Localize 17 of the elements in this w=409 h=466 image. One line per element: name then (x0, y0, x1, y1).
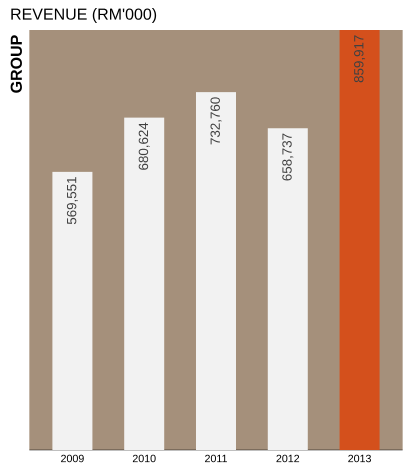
data-label: 680,624 (138, 122, 150, 170)
data-label: 732,760 (210, 97, 222, 144)
data-label: 859,917 (354, 35, 366, 82)
chart-title: REVENUE (RM'000) (11, 8, 156, 23)
bar (268, 128, 308, 450)
x-tick-label: 2013 (348, 454, 371, 462)
x-tick-label: 2009 (61, 454, 84, 462)
bar (124, 118, 164, 450)
x-tick-label: 2012 (276, 454, 300, 462)
bar (196, 92, 236, 450)
x-tick-label: 2010 (132, 454, 156, 462)
data-label: 658,737 (282, 134, 294, 180)
x-tick-label: 2011 (205, 454, 227, 462)
bar (52, 172, 92, 450)
bar (340, 30, 380, 450)
data-label: 569,551 (66, 177, 78, 224)
y-axis-title: GROUP (10, 35, 22, 93)
